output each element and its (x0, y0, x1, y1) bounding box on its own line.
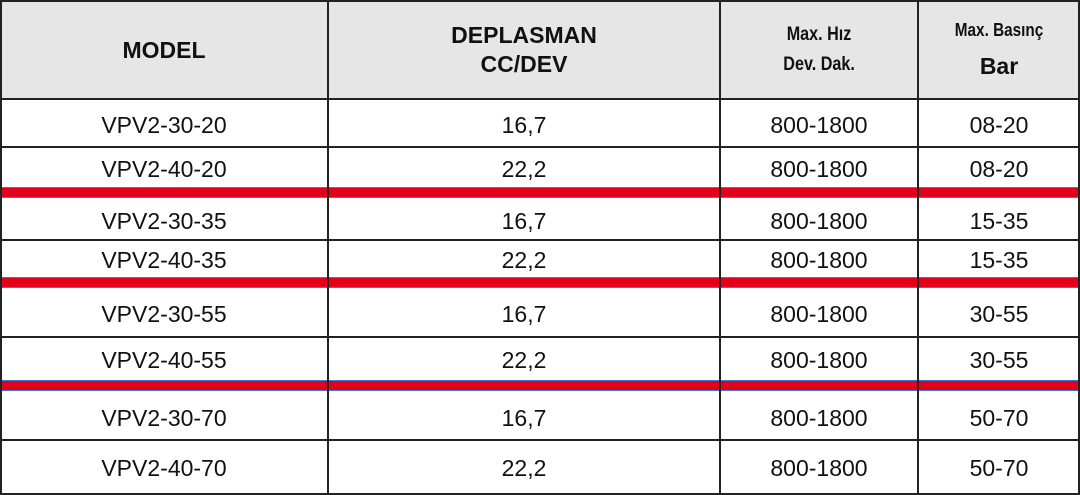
header-cell: DEPLASMAN CC/DEV (328, 0, 720, 100)
table-cell: 800-1800 (770, 112, 868, 138)
column-line (719, 0, 721, 493)
row-line (0, 439, 1078, 441)
header-background (0, 0, 1078, 100)
table-cell: VPV2-30-55 (101, 301, 227, 327)
header-cell: Max. Hız Dev. Dak. (720, 0, 918, 100)
table-cell: 800-1800 (770, 207, 868, 234)
table-cell: 30-55 (969, 301, 1029, 327)
table-cell: 800-1800 (770, 347, 868, 373)
table-cell: 22,2 (501, 347, 547, 373)
header-cell: MODEL (0, 0, 328, 100)
table-cell: 16,7 (501, 112, 547, 138)
table-cell: 800-1800 (770, 404, 868, 431)
table-cell: 15-35 (969, 207, 1029, 234)
table-cell: VPV2-30-35 (101, 207, 227, 234)
table-cell: VPV2-40-55 (101, 347, 227, 373)
header-text: Max. Basınç (954, 20, 1044, 41)
row-line (0, 239, 1078, 241)
header-text: Dev. Dak. (783, 54, 855, 75)
header-text: DEPLASMAN (451, 22, 597, 49)
table-cell: 16,7 (501, 207, 547, 234)
table-cell: 08-20 (969, 112, 1029, 138)
table-cell: 22,2 (501, 155, 547, 182)
table-cell: 800-1800 (770, 155, 868, 182)
group-separator (0, 380, 1078, 391)
table-cell: VPV2-40-70 (101, 455, 227, 481)
table-cell: 800-1800 (770, 301, 868, 327)
table-cell: 08-20 (969, 155, 1029, 182)
table-cell: 30-55 (969, 347, 1029, 373)
header-text: Bar (979, 52, 1019, 79)
table-cell: 800-1800 (770, 247, 868, 273)
table-cell: VPV2-40-20 (101, 155, 227, 182)
header-text: MODEL (122, 36, 206, 63)
table-cell: 16,7 (501, 404, 547, 431)
table-cell: 15-35 (969, 247, 1029, 273)
column-line (327, 0, 329, 493)
table-cell: 22,2 (501, 455, 547, 481)
table-cell: VPV2-30-70 (101, 404, 227, 431)
table-cell: 16,7 (501, 301, 547, 327)
header-text: Max. Hız (786, 24, 852, 46)
header-line (0, 98, 1078, 100)
table-cell: VPV2-30-20 (101, 112, 227, 138)
table-cell: VPV2-40-35 (101, 247, 227, 273)
header-text: CC/DEV (480, 51, 568, 77)
table-cell: 800-1800 (770, 455, 868, 481)
row-line (0, 146, 1078, 148)
column-line (917, 0, 919, 493)
group-separator (0, 277, 1078, 288)
row-line (0, 336, 1078, 338)
header-cell: Max. Basınç Bar (918, 0, 1080, 100)
table-cell: 22,2 (501, 247, 547, 273)
table-cell: 50-70 (969, 404, 1029, 431)
table-cell: 50-70 (969, 455, 1029, 481)
group-separator (0, 187, 1078, 198)
